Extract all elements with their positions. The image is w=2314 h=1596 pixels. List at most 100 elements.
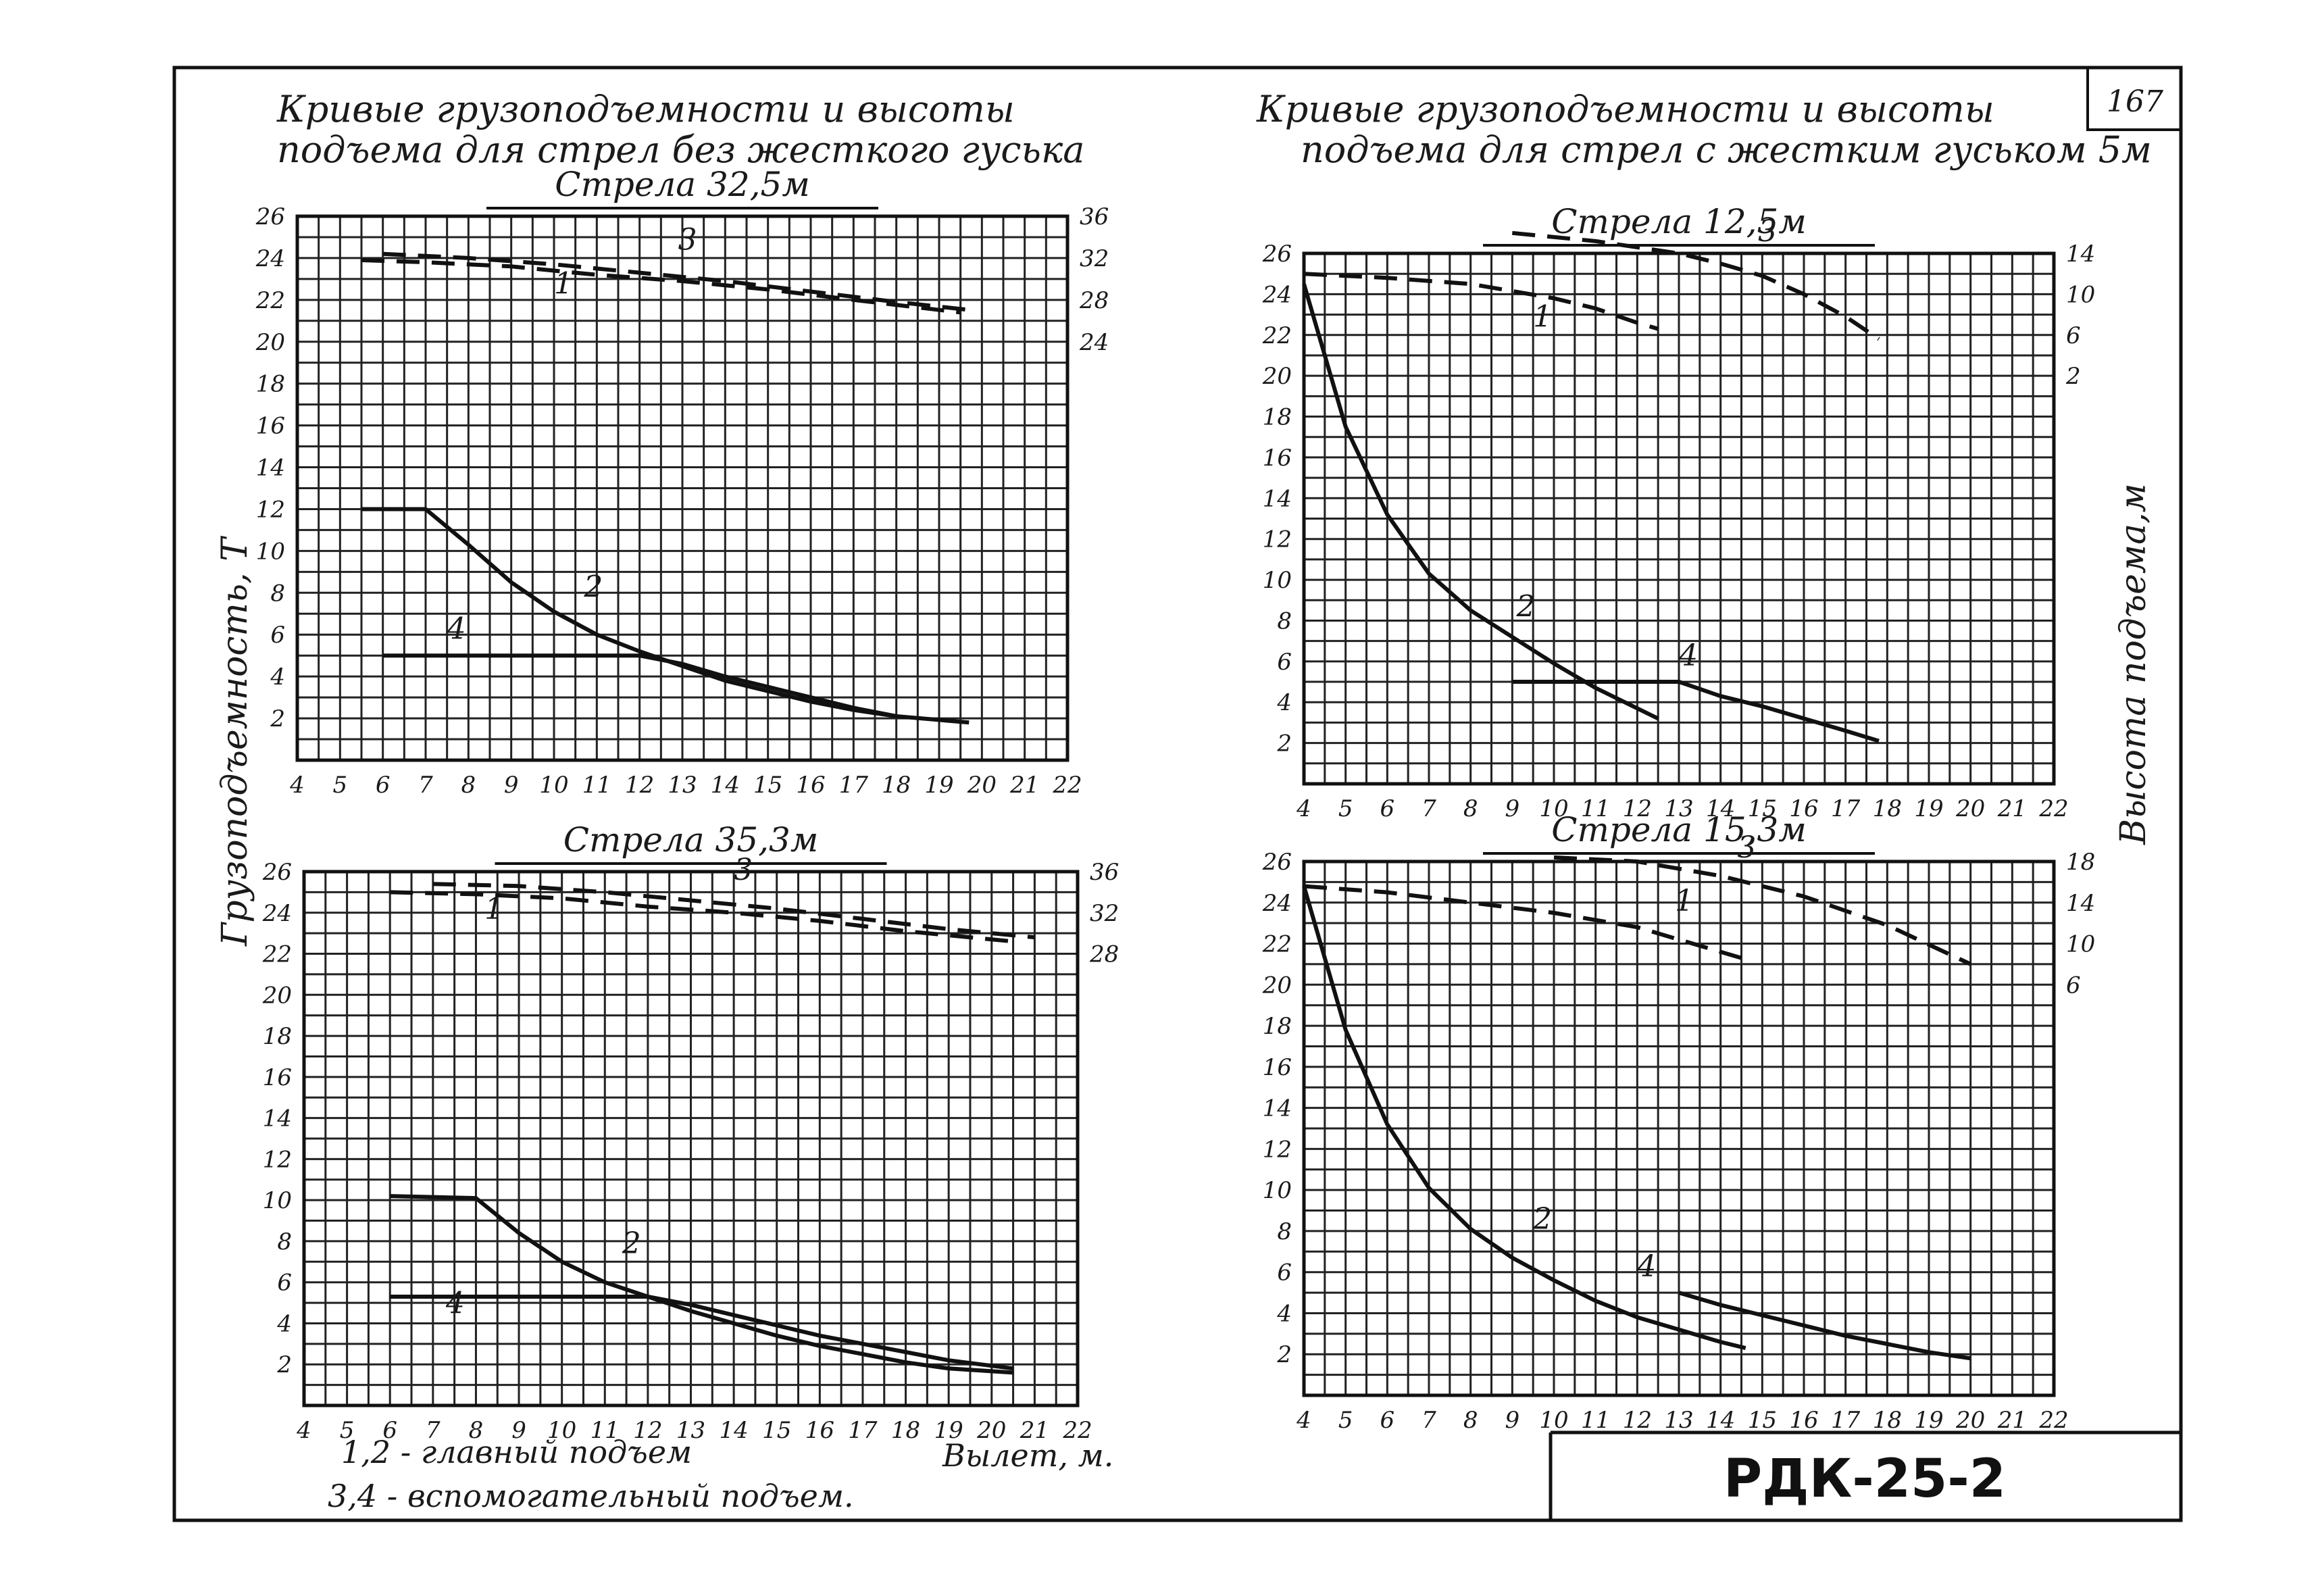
right-title-line2: подъема для стрел с жестким гуськом 5м <box>1301 128 2152 171</box>
x-tick-label: 12 <box>633 1417 662 1444</box>
y2-tick-label: 6 <box>2066 972 2081 999</box>
y-tick-label: 18 <box>1263 404 1292 431</box>
grid <box>1303 860 2055 1397</box>
y-tick-label: 24 <box>262 900 292 927</box>
x-tick-label: 12 <box>1623 795 1652 822</box>
series-1-line <box>1303 272 1659 331</box>
y-tick-label: 16 <box>1263 445 1292 472</box>
y-tick-label: 8 <box>270 580 285 607</box>
y-tick-label: 26 <box>255 203 285 230</box>
y2-tick-label: 14 <box>2066 241 2095 268</box>
series-2-line <box>1302 283 1659 721</box>
series-3-line <box>1512 230 1880 341</box>
y-tick-label: 20 <box>1262 972 1292 999</box>
x-tick-label: 18 <box>882 772 911 799</box>
x-tick-label: 7 <box>418 772 433 799</box>
y-tick-label: 22 <box>1262 931 1292 958</box>
left-title-line2: подъема для стрел без жесткого гуська <box>277 128 1084 171</box>
y-tick-label: 8 <box>1277 607 1292 634</box>
y-axis-label-left: Грузоподъемность, Т <box>215 536 255 947</box>
curve-label-4: 4 <box>445 1286 465 1320</box>
y-tick-label: 26 <box>1262 849 1292 876</box>
x-tick-label: 11 <box>1581 795 1610 822</box>
y-tick-label: 6 <box>270 622 285 649</box>
series-4-line <box>1678 1291 1971 1361</box>
x-tick-label: 17 <box>1831 795 1861 822</box>
x-tick-label: 14 <box>711 772 740 799</box>
y-tick-label: 16 <box>263 1064 292 1091</box>
series-1-line <box>1303 884 1742 960</box>
x-tick-label: 7 <box>1422 795 1436 822</box>
x-tick-label: 16 <box>1789 795 1818 822</box>
y2-tick-label: 10 <box>2066 931 2095 958</box>
x-tick-label: 13 <box>1664 795 1693 822</box>
series-4-line <box>390 1295 1013 1371</box>
y-tick-label: 20 <box>1262 363 1292 390</box>
x-tick-label: 18 <box>891 1417 920 1444</box>
x-tick-label: 20 <box>1955 795 1985 822</box>
x-tick-label: 8 <box>469 1417 484 1444</box>
series-2-line <box>390 1194 1013 1375</box>
y2-tick-label: 32 <box>1090 900 1119 927</box>
curve-label-3: 3 <box>678 223 697 257</box>
y2-tick-label: 18 <box>2066 849 2095 876</box>
y-tick-label: 24 <box>1262 281 1292 308</box>
grid <box>296 215 1069 762</box>
curve-label-3: 3 <box>734 853 753 887</box>
series-3-line <box>432 882 1035 940</box>
y-tick-label: 18 <box>1263 1013 1292 1040</box>
x-tick-label: 4 <box>1296 795 1311 822</box>
x-tick-label: 20 <box>967 772 997 799</box>
curve-label-4: 4 <box>1678 639 1698 673</box>
chart-title: Стрела 15,3м <box>1551 810 1807 849</box>
y-tick-label: 10 <box>256 538 285 565</box>
curve-label-1: 1 <box>484 892 503 926</box>
x-tick-label: 17 <box>848 1417 878 1444</box>
y-tick-label: 10 <box>263 1187 292 1214</box>
x-tick-label: 7 <box>426 1417 441 1444</box>
x-tick-label: 18 <box>1873 795 1902 822</box>
y-tick-label: 14 <box>1263 1095 1292 1122</box>
y2-tick-label: 10 <box>2066 281 2095 308</box>
y-tick-label: 8 <box>1277 1218 1292 1245</box>
curve-label-2: 2 <box>1516 589 1536 624</box>
grid <box>303 870 1079 1407</box>
page-number-box <box>2086 66 2182 131</box>
x-tick-label: 21 <box>1020 1417 1049 1444</box>
chart-title: Стрела 32,5м <box>555 165 810 204</box>
x-tick-label: 19 <box>924 772 953 799</box>
x-tick-label: 5 <box>340 1417 355 1444</box>
y2-tick-label: 36 <box>1090 859 1119 886</box>
chart-boom-15-3: Стрела 15,3м4 5 6 7 8 9 10 11 12 13 14 15 16 17 18 19 20… <box>1262 810 2096 1434</box>
y2-tick-label: 24 <box>1079 329 1109 356</box>
x-tick-label: 7 <box>1422 1407 1436 1434</box>
legend-main-hoist: 1,2 - главный подъем <box>341 1434 692 1470</box>
y2-tick-label: 36 <box>1080 203 1109 230</box>
y-tick-label: 12 <box>1263 526 1292 553</box>
curve-label-3: 3 <box>1737 830 1756 865</box>
y-tick-label: 18 <box>256 371 285 398</box>
right-title-line1: Кривые грузоподъемности и высоты <box>1256 88 1994 130</box>
y-tick-label: 10 <box>1263 567 1292 594</box>
x-tick-label: 18 <box>1873 1407 1902 1434</box>
x-tick-label: 22 <box>2038 1407 2068 1434</box>
y-tick-label: 2 <box>1276 730 1292 757</box>
x-tick-label: 17 <box>1831 1407 1861 1434</box>
x-tick-label: 9 <box>1505 795 1520 822</box>
y-tick-label: 16 <box>256 413 285 440</box>
x-tick-label: 10 <box>547 1417 576 1444</box>
curve-label-3: 3 <box>1758 214 1777 249</box>
x-tick-label: 6 <box>376 772 391 799</box>
y-tick-label: 10 <box>1263 1177 1292 1204</box>
x-tick-label: 15 <box>1748 1407 1777 1434</box>
x-tick-label: 9 <box>1505 1407 1520 1434</box>
curve-label-1: 1 <box>554 267 573 301</box>
y-tick-label: 20 <box>262 982 292 1009</box>
x-tick-label: 21 <box>1997 1407 2027 1434</box>
curve-label-4: 4 <box>1636 1249 1656 1284</box>
curve-label-2: 2 <box>1532 1202 1552 1237</box>
x-axis-label: Вылет, м. <box>942 1437 1113 1474</box>
x-tick-label: 13 <box>668 772 697 799</box>
y-axis-label-right: Высота подъема,м <box>2113 483 2154 845</box>
x-tick-label: 20 <box>976 1417 1006 1444</box>
